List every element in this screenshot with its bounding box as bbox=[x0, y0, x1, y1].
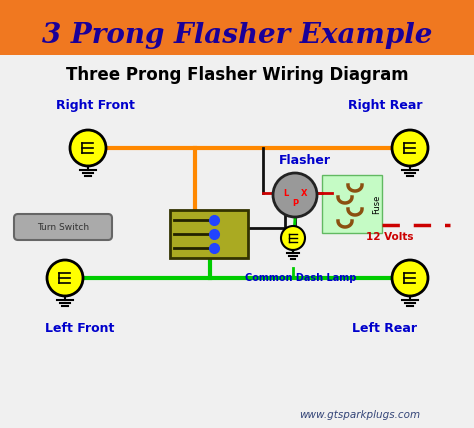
Text: Flasher: Flasher bbox=[279, 154, 331, 166]
FancyBboxPatch shape bbox=[0, 0, 474, 55]
Text: Right Front: Right Front bbox=[55, 98, 135, 112]
Text: Common Dash Lamp: Common Dash Lamp bbox=[246, 273, 357, 283]
Circle shape bbox=[70, 130, 106, 166]
Text: Turn Switch: Turn Switch bbox=[37, 223, 89, 232]
Circle shape bbox=[392, 130, 428, 166]
Text: L: L bbox=[283, 188, 289, 197]
Text: www.gtsparkplugs.com: www.gtsparkplugs.com bbox=[300, 410, 420, 420]
Circle shape bbox=[392, 260, 428, 296]
Text: Three Prong Flasher Wiring Diagram: Three Prong Flasher Wiring Diagram bbox=[66, 66, 408, 84]
Text: 3 Prong Flasher Example: 3 Prong Flasher Example bbox=[42, 21, 432, 48]
Circle shape bbox=[47, 260, 83, 296]
Text: P: P bbox=[292, 199, 298, 208]
Circle shape bbox=[273, 173, 317, 217]
Text: Left Rear: Left Rear bbox=[353, 321, 418, 335]
Text: X: X bbox=[301, 188, 307, 197]
FancyBboxPatch shape bbox=[322, 175, 382, 233]
Text: 12 Volts: 12 Volts bbox=[366, 232, 414, 242]
Text: Right Rear: Right Rear bbox=[348, 98, 422, 112]
Text: Fuse: Fuse bbox=[373, 194, 382, 214]
FancyBboxPatch shape bbox=[14, 214, 112, 240]
Text: Left Front: Left Front bbox=[46, 321, 115, 335]
FancyBboxPatch shape bbox=[170, 210, 248, 258]
Circle shape bbox=[281, 226, 305, 250]
